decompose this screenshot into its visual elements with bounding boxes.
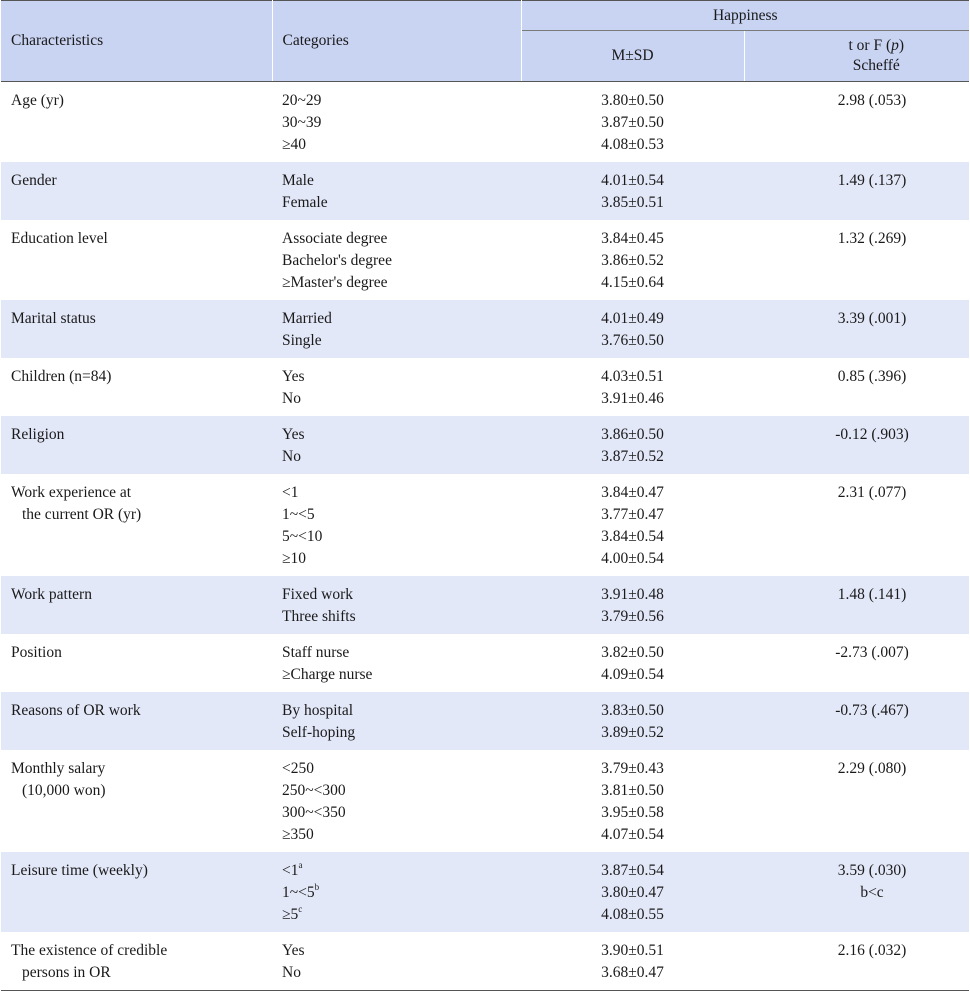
category-cell: Male Female [272,162,521,220]
characteristic-cell: Age (yr) [11,92,64,109]
characteristic-cell: The existence of credible persons in OR [1,932,272,991]
category-cell: <1 1~<5 5~<10 ≥10 [282,484,323,567]
category-cell: 20~29 30~39 ≥40 [282,92,322,153]
test-stat-cell: 2.98 (.053) [837,92,907,109]
characteristic-cell: Children (n=84) [11,368,112,385]
msd-cell: 4.01±0.49 3.76±0.50 [521,300,744,358]
test-stat-cell: 2.29 (.080) [837,760,907,777]
msd-cell: 3.84±0.47 3.77±0.47 3.84±0.54 4.00±0.54 [601,484,664,567]
table-row: Work pattern Fixed work Three shifts 3.91±0… [1,576,970,634]
characteristic-cell: Monthly salary (10,000 won) [11,760,106,799]
test-stat-cell: 1.48 (.141) [744,576,970,634]
msd-cell: 3.82±0.50 4.09±0.54 [601,644,664,683]
characteristic-cell: Leisure time (weekly) [1,852,272,932]
msd-cell: 3.80±0.50 3.87±0.50 4.08±0.53 [601,92,664,153]
table-row: Religion Yes No 3.86±0.50 3.87±0.52 -0.12 (.9… [1,416,970,474]
characteristic-cell: Work pattern [1,576,272,634]
header-characteristics: Characteristics [1,0,273,82]
test-stat-cell: 1.32 (.269) [837,230,907,247]
table-row: Age (yr) 20~29 30~39 ≥40 3.80±0.50 3.87±0.50 4… [1,82,969,163]
table-body: Age (yr) 20~29 30~39 ≥40 3.80±0.50 3.87±0.50 4… [1,82,970,991]
category-cell: Associate degree Bachelor's degree ≥Master… [282,230,392,291]
category-cell: <1a 1~<5b ≥5c [272,852,521,932]
table-row: Gender Male Female 4.01±0.54 3.85±0.51 1.49 (… [1,162,970,220]
category-cell: Staff nurse ≥Charge nurse [282,644,373,683]
test-stat-cell: 3.39 (.001) [744,300,970,358]
category-cell: Yes No [272,932,521,991]
table-row: Work experience at the current OR (yr) <1 1… [1,474,969,576]
msd-cell: 4.03±0.51 3.91±0.46 [601,368,664,407]
header-happiness: Happiness [521,0,970,31]
header-categories: Categories [272,0,522,82]
test-stat-cell: 1.49 (.137) [744,162,970,220]
characteristic-cell: Gender [1,162,272,220]
msd-cell: 3.91±0.48 3.79±0.56 [521,576,744,634]
table-row: The existence of credible persons in OR Ye… [1,932,970,991]
characteristic-cell: Marital status [1,300,272,358]
category-cell: Yes No [272,416,521,474]
msd-cell: 3.87±0.54 3.80±0.47 4.08±0.55 [521,852,744,932]
msd-cell: 3.84±0.45 3.86±0.52 4.15±0.64 [601,230,664,291]
test-stat-cell: 0.85 (.396) [837,368,907,385]
test-stat-cell: -0.12 (.903) [744,416,970,474]
msd-cell: 3.90±0.51 3.68±0.47 [521,932,744,991]
table-row: Marital status Married Single 4.01±0.49 3.76… [1,300,970,358]
header-msd: M±SD [521,30,745,82]
msd-cell: 3.83±0.50 3.89±0.52 [521,692,744,750]
characteristic-cell: Education level [11,230,108,247]
header-t-or-f: t or F (p) Scheffé [744,30,970,82]
test-stat-cell: -2.73 (.007) [835,644,909,661]
category-cell: <250 250~<300 300~<350 ≥350 [282,760,346,843]
table-row: Leisure time (weekly) <1a 1~<5b ≥5c 3.87±0.5… [1,852,970,932]
category-cell: Married Single [272,300,521,358]
category-cell: Yes No [282,368,305,407]
table-row: Children (n=84) Yes No 4.03±0.51 3.91±0.46 0.… [1,358,969,416]
table-row: Education level Associate degree Bachelor'… [1,220,969,300]
category-cell: By hospital Self-hoping [272,692,521,750]
test-stat-cell: 2.31 (.077) [837,484,907,501]
characteristic-cell: Work experience at the current OR (yr) [11,484,142,523]
msd-cell: 4.01±0.54 3.85±0.51 [521,162,744,220]
msd-cell: 3.79±0.43 3.81±0.50 3.95±0.58 4.07±0.54 [601,760,664,843]
characteristic-cell: Religion [1,416,272,474]
test-stat-cell: -0.73 (.467) [744,692,970,750]
characteristic-cell: Reasons of OR work [1,692,272,750]
msd-cell: 3.86±0.50 3.87±0.52 [521,416,744,474]
table-row: Reasons of OR work By hospital Self-hoping… [1,692,970,750]
table-row: Position Staff nurse ≥Charge nurse 3.82±0.5… [1,634,969,692]
header-scheffe: Scheffé [852,57,900,74]
category-cell: Fixed work Three shifts [272,576,521,634]
test-stat-cell: 2.16 (.032) [744,932,970,991]
table-row: Monthly salary (10,000 won) <250 250~<300 30… [1,750,969,852]
characteristic-cell: Position [11,644,62,661]
test-stat-cell: 3.59 (.030) b<c [744,852,970,932]
